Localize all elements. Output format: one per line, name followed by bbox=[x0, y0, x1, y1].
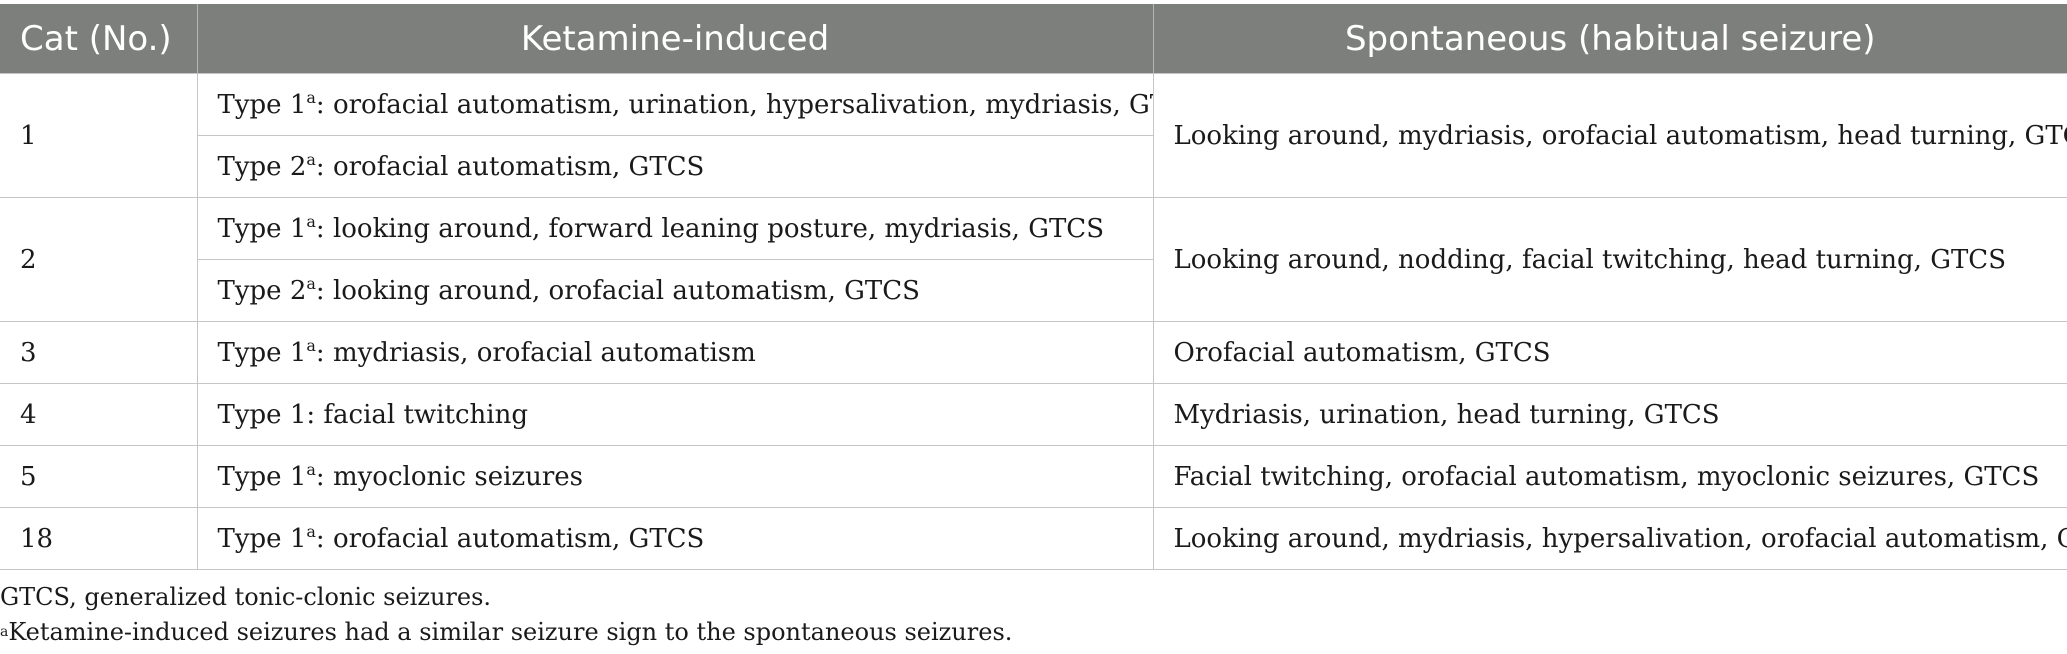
ketamine-cell: Type 2a: orofacial automatism, GTCS bbox=[197, 135, 1153, 198]
cat-cell: 4 bbox=[0, 383, 198, 446]
similarity-note-text: Ketamine-induced seizures had a similar … bbox=[8, 618, 1013, 646]
footnote-marker: a bbox=[306, 335, 316, 355]
spontaneous-cell: Looking around, nodding, facial twitchin… bbox=[1152, 197, 2067, 322]
table-row: 5 Type 1a: myoclonic seizures Facial twi… bbox=[0, 445, 2067, 508]
abbreviation-note: GTCS, generalized tonic-clonic seizures. bbox=[0, 583, 492, 611]
cat-cell: 3 bbox=[0, 321, 198, 384]
table-row: 3 Type 1a: mydriasis, orofacial automati… bbox=[0, 321, 2067, 384]
table-row: Type 2a: orofacial automatism, GTCS bbox=[0, 135, 2067, 198]
spontaneous-cell: Orofacial automatism, GTCS bbox=[1152, 321, 2067, 384]
ketamine-cell: Type 1a: orofacial automatism, urination… bbox=[196, 73, 1154, 136]
signs-text: : orofacial automatism, GTCS bbox=[315, 151, 705, 182]
ketamine-cell: Type 1a: orofacial automatism, GTCS bbox=[196, 507, 1154, 570]
table-body: 1 Type 1a: orofacial automatism, urinati… bbox=[0, 73, 2067, 570]
ketamine-cell: Type 1a: looking around, forward leaning… bbox=[196, 197, 1154, 260]
footnote-marker: a bbox=[306, 273, 316, 293]
table-footnotes: GTCS, generalized tonic-clonic seizures.… bbox=[0, 580, 1012, 650]
header-spontaneous: Spontaneous (habitual seizure) bbox=[1153, 4, 2067, 74]
type-label: Type 2 bbox=[217, 275, 307, 306]
header-cat: Cat (No.) bbox=[0, 4, 198, 74]
similarity-note: aKetamine-induced seizures had a similar… bbox=[0, 615, 1012, 650]
signs-text: : orofacial automatism, GTCS bbox=[315, 523, 705, 554]
type-label: Type 1 bbox=[217, 399, 307, 430]
footnote-marker: a bbox=[306, 149, 316, 169]
signs-text: : looking around, orofacial automatism, … bbox=[315, 275, 920, 306]
type-label: Type 1 bbox=[217, 523, 307, 554]
cat-cell: 5 bbox=[0, 445, 198, 508]
signs-text: : facial twitching bbox=[306, 399, 528, 430]
table-row: Type 2a: looking around, orofacial autom… bbox=[0, 259, 2067, 322]
cat-cell: 1 bbox=[0, 73, 198, 198]
footnote-marker: a bbox=[306, 87, 316, 107]
ketamine-cell: Type 1: facial twitching bbox=[196, 383, 1154, 446]
table-row: 2 Type 1a: looking around, forward leani… bbox=[0, 197, 2067, 322]
spontaneous-cell: Facial twitching, orofacial automatism, … bbox=[1152, 445, 2067, 508]
ketamine-cell: Type 2a: looking around, orofacial autom… bbox=[197, 259, 1153, 322]
type-label: Type 1 bbox=[217, 213, 307, 244]
header-ketamine: Ketamine-induced bbox=[197, 4, 1154, 74]
spontaneous-cell: Mydriasis, urination, head turning, GTCS bbox=[1152, 383, 2067, 446]
footnote-marker: a bbox=[306, 459, 316, 479]
signs-text: : orofacial automatism, urination, hyper… bbox=[315, 89, 1153, 120]
type-label: Type 1 bbox=[217, 461, 307, 492]
spontaneous-cell: Looking around, mydriasis, hypersalivati… bbox=[1152, 507, 2067, 570]
ketamine-cell: Type 1a: myoclonic seizures bbox=[196, 445, 1154, 508]
table-row: 1 Type 1a: orofacial automatism, urinati… bbox=[0, 73, 2067, 198]
spontaneous-cell: Looking around, mydriasis, orofacial aut… bbox=[1152, 73, 2067, 198]
cat-cell: 18 bbox=[0, 507, 198, 570]
type-label: Type 1 bbox=[217, 89, 307, 120]
signs-text: : looking around, forward leaning postur… bbox=[315, 213, 1105, 244]
cat-cell: 2 bbox=[0, 197, 198, 322]
footnote-marker: a bbox=[0, 624, 9, 640]
footnote-marker: a bbox=[306, 521, 316, 541]
seizure-signs-table: Cat (No.) Ketamine-induced Spontaneous (… bbox=[0, 4, 2067, 570]
table-row: 18 Type 1a: orofacial automatism, GTCS L… bbox=[0, 507, 2067, 570]
footnote-marker: a bbox=[306, 211, 316, 231]
ketamine-cell: Type 1a: mydriasis, orofacial automatism bbox=[196, 321, 1154, 384]
header-row: Cat (No.) Ketamine-induced Spontaneous (… bbox=[0, 4, 2067, 74]
signs-text: : myoclonic seizures bbox=[315, 461, 584, 492]
type-label: Type 2 bbox=[217, 151, 307, 182]
type-label: Type 1 bbox=[217, 337, 307, 368]
table-row: 4 Type 1: facial twitching Mydriasis, ur… bbox=[0, 383, 2067, 446]
signs-text: : mydriasis, orofacial automatism bbox=[315, 337, 756, 368]
